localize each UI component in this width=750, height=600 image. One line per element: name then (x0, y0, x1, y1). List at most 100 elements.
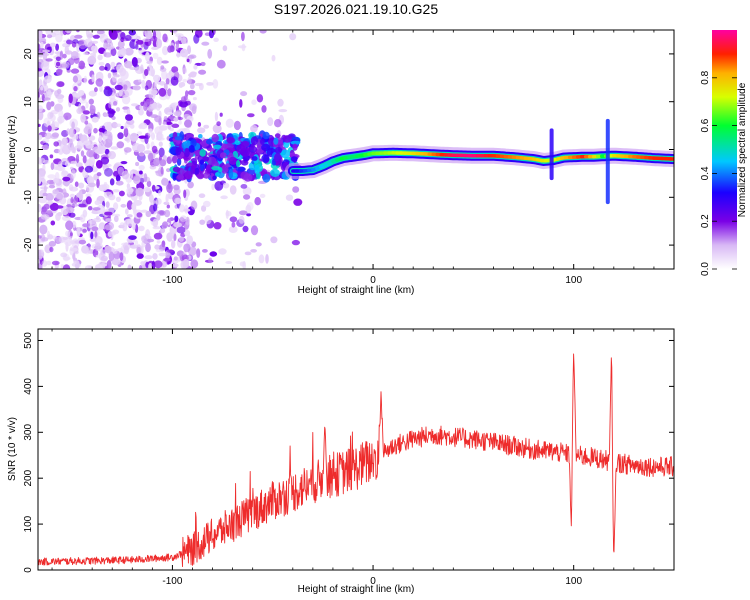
spectrogram-noise-blob (142, 30, 146, 36)
spectrogram-noise-blob (285, 194, 294, 201)
spectrogram-noise-blob (56, 192, 64, 201)
spectrogram-noise-blob (237, 45, 247, 49)
spectrogram-noise-blob (61, 137, 68, 146)
spectrogram-noise-blob (242, 186, 252, 196)
spectrogram-noise-blob (44, 132, 53, 140)
snr-series-line (38, 353, 674, 568)
spectrogram-noise-blob (144, 85, 149, 91)
spectrogram-noise-blob (42, 192, 48, 197)
spectrogram-noise-blob (110, 69, 118, 73)
spectrogram-noise-blob (181, 96, 186, 103)
spectrogram-noise-blob (106, 260, 112, 269)
spectrogram-noise-blob (93, 127, 98, 134)
spectrogram-noise-blob (73, 86, 78, 92)
spectrogram-noise-blob (55, 178, 63, 189)
spectrogram-noise-blob (225, 261, 233, 264)
spectrogram-ridge (284, 118, 674, 205)
spectrogram-noise-blob (90, 231, 94, 240)
spectrogram-noise-blob (64, 45, 70, 55)
spectrogram-noise-blob (60, 205, 69, 216)
spectrogram-noise-blob (189, 71, 197, 78)
spectrogram-noise-blob (179, 215, 187, 222)
spectrogram-noise-blob (68, 127, 75, 138)
spectrogram-cluster-blob (172, 171, 177, 181)
spectrogram-noise-blob (70, 197, 74, 204)
spectrogram-y-label: Frequency (Hz) (7, 116, 18, 185)
spectrogram-noise-blob (229, 216, 238, 223)
spectrogram-noise-blob (173, 187, 181, 195)
spectrogram-noise-blob (132, 142, 141, 153)
spectrogram-noise-blob (162, 45, 169, 56)
spectrogram-noise-blob (104, 63, 111, 72)
spectrogram-noise-blob (38, 262, 43, 269)
spectrogram-noise-blob (173, 117, 179, 122)
spectrogram-noise-blob (214, 181, 224, 191)
spectrogram-noise-blob (117, 40, 125, 48)
snr-y-label: SNR (10 * v/v) (7, 417, 18, 481)
spectrogram-noise-blob (184, 229, 191, 237)
spectrogram-noise-blob (40, 41, 44, 49)
spectrogram-noise-blob (57, 161, 63, 168)
spectrogram-noise-blob (256, 94, 264, 103)
spectrogram-noise-blob (208, 257, 213, 264)
spectrogram-noise-blob (78, 60, 85, 70)
spectrogram-noise-blob (83, 75, 88, 84)
spectrogram-noise-blob (74, 34, 83, 39)
spectrogram-noise-blob (274, 119, 282, 128)
spectrogram-noise-blob (148, 263, 153, 269)
spectrogram-noise-blob (143, 173, 148, 183)
spectrogram-noise-blob (233, 120, 241, 131)
spectrogram-noise-blob (43, 159, 50, 165)
spectrogram-noise-blob (103, 131, 112, 137)
spectrogram-noise-blob (132, 175, 141, 182)
spectrogram-cluster-blob (188, 145, 195, 153)
spectrogram-noise-blob (156, 38, 162, 49)
spectrogram-noise-blob (100, 255, 108, 262)
spectrogram-noise-blob (153, 232, 163, 240)
spectrogram-noise-blob (143, 187, 151, 193)
spectrogram-y-tick-label: -10 (23, 190, 34, 205)
spectrogram-cluster-blob (274, 146, 282, 154)
spectrogram-noise-blob (67, 141, 75, 151)
spectrogram-noise-blob (134, 240, 139, 248)
spectrogram-noise-blob (118, 89, 123, 97)
spectrogram-noise-blob (128, 30, 136, 36)
spectrogram-noise-blob (100, 156, 110, 165)
spectrogram-noise-blob (115, 196, 121, 202)
spectrogram-noise-blob (112, 248, 118, 255)
spectrogram-noise-blob (75, 153, 80, 164)
spectrogram-noise-blob (115, 180, 124, 186)
spectrogram-noise-blob (103, 38, 112, 44)
spectrogram-noise-blob (259, 30, 267, 34)
spectrogram-noise-blob (128, 235, 137, 241)
spectrogram-noise-blob (63, 112, 72, 120)
colorbar-gradient (712, 30, 737, 269)
spectrogram-noise-blob (103, 52, 112, 58)
spectrogram-noise-blob (166, 249, 174, 253)
spectrogram-noise-blob (158, 252, 166, 257)
spectrogram-cluster-blob (236, 144, 246, 153)
spectrogram-noise-blob (38, 249, 42, 256)
spectrogram-noise-blob (139, 104, 145, 111)
spectrogram-noise-blob (88, 155, 96, 166)
spectrogram-cluster-blob (274, 133, 281, 138)
spectrogram-noise-blob (145, 210, 152, 218)
snr-y-tick-label: 500 (23, 332, 34, 349)
spectrogram-noise-blob (267, 117, 274, 127)
spectrogram-noise-blob (69, 193, 76, 199)
spectrogram-noise-blob (240, 91, 248, 97)
spectrogram-noise-blob (69, 186, 79, 192)
spectrogram-cluster-blob (197, 173, 204, 180)
spectrogram-noise-blob (251, 99, 257, 105)
snr-y-tick-label: 100 (23, 515, 34, 532)
spectrogram-noise-blob (53, 30, 61, 36)
spectrogram-noise-blob (174, 41, 180, 45)
spectrogram-noise-blob (203, 124, 210, 129)
spectrogram-noise-blob (104, 85, 111, 90)
spectrogram-noise-blob (103, 42, 108, 49)
spectrogram-noise-blob (45, 30, 52, 36)
spectrogram-noise-blob (121, 79, 126, 85)
spectrogram-noise-blob (61, 170, 68, 176)
spectrogram-noise-blob (136, 244, 142, 255)
